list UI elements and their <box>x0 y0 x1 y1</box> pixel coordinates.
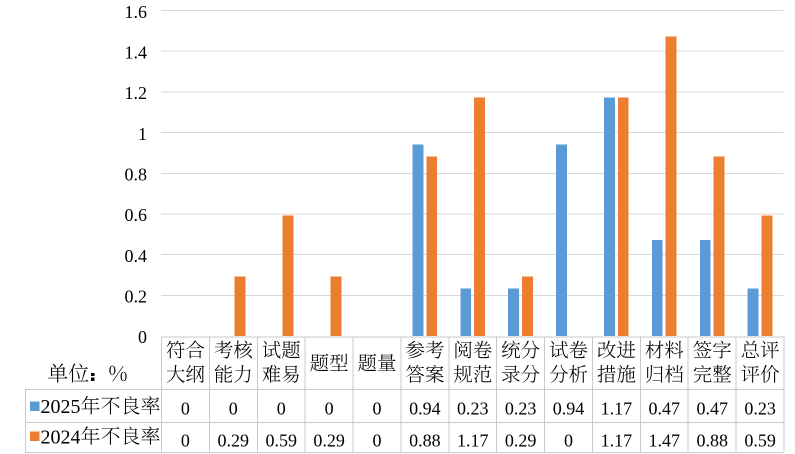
svg-text:0.8: 0.8 <box>125 165 148 185</box>
svg-text:0.4: 0.4 <box>125 246 148 266</box>
svg-text:1: 1 <box>138 124 147 144</box>
svg-text:0: 0 <box>277 398 286 418</box>
svg-text:0: 0 <box>325 398 334 418</box>
svg-text:1.47: 1.47 <box>649 430 681 450</box>
svg-text:0.29: 0.29 <box>313 430 345 450</box>
svg-text:0: 0 <box>373 398 382 418</box>
svg-text:0.59: 0.59 <box>265 430 297 450</box>
svg-text:0.88: 0.88 <box>696 430 728 450</box>
svg-text:0.47: 0.47 <box>696 398 728 418</box>
svg-text:2025: 2025 <box>41 396 81 418</box>
svg-text:0.88: 0.88 <box>409 430 441 450</box>
svg-text:0.23: 0.23 <box>505 398 537 418</box>
svg-text:0.59: 0.59 <box>744 430 776 450</box>
svg-text:0.47: 0.47 <box>649 398 681 418</box>
svg-text:1.4: 1.4 <box>125 42 148 62</box>
svg-text:0: 0 <box>181 398 190 418</box>
svg-text:0.29: 0.29 <box>505 430 537 450</box>
svg-text:1.17: 1.17 <box>601 398 633 418</box>
svg-text:0.23: 0.23 <box>457 398 489 418</box>
svg-text:0: 0 <box>564 430 573 450</box>
svg-text:0: 0 <box>181 430 190 450</box>
svg-text:1.17: 1.17 <box>457 430 489 450</box>
svg-text:0.94: 0.94 <box>553 398 585 418</box>
svg-text:0: 0 <box>373 430 382 450</box>
svg-text:0.2: 0.2 <box>125 287 148 307</box>
svg-text:2024: 2024 <box>41 426 81 448</box>
svg-text:1.6: 1.6 <box>125 2 148 22</box>
svg-text:0: 0 <box>229 398 238 418</box>
svg-text:0.23: 0.23 <box>744 398 776 418</box>
svg-text:1.2: 1.2 <box>125 83 148 103</box>
svg-text:0: 0 <box>138 327 147 347</box>
svg-text:0.6: 0.6 <box>125 205 148 225</box>
svg-text:1.17: 1.17 <box>601 430 633 450</box>
svg-text:0.29: 0.29 <box>218 430 250 450</box>
svg-text:0.94: 0.94 <box>409 398 441 418</box>
